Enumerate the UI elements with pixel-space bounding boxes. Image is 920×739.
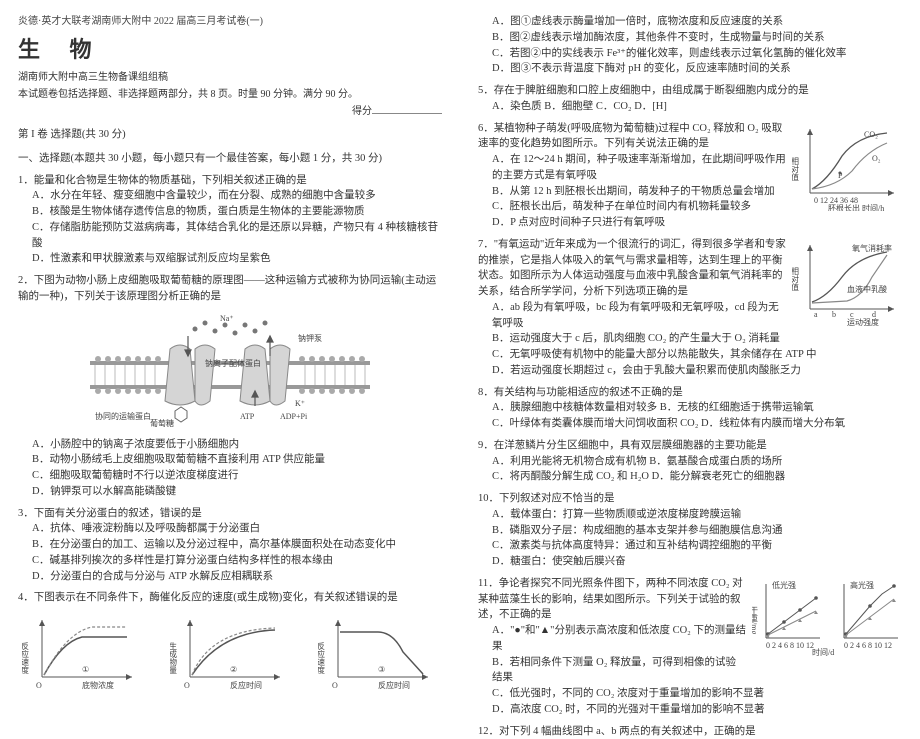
section-1-sub: 一、选择题(本题共 30 小题，每小题只有一个最佳答案，每小题 1 分，共 30… <box>18 151 442 167</box>
q5-opts: A．染色质 B．细胞壁 C．CO₂ D．[H] <box>478 99 902 115</box>
svg-text:反应时间: 反应时间 <box>378 680 410 690</box>
q1-a: A．水分在年轻、瘦变细胞中含量较少，而在分裂、成熟的细胞中含量较多 <box>18 188 442 204</box>
left-column: 炎德·英才大联考湖南师大附中 2022 届高三月考试卷(一) 生 物 湖南师大附… <box>0 0 460 651</box>
q3: 3．下面有关分泌蛋白的叙述，错误的是 <box>18 506 442 522</box>
sodium-pump-icon <box>240 345 290 405</box>
na-label: Na⁺ <box>220 314 234 323</box>
q6-graph: CO₂ O₂ P 相对值 0 12 24 36 48 时间/h 胚根长出 <box>792 121 902 217</box>
svg-text:生成物量: 生成物量 <box>170 641 178 674</box>
q1-c: C．存储脂肪能预防艾滋病病毒，其体结合乳化的是还原以异糖，产物只有 4 种核糖核… <box>18 220 442 252</box>
pump-label: 钠钾泵 <box>298 333 322 343</box>
right-column: A．图①虚线表示酶量增加一倍时，底物浓度和反应速度的关系 B．图②虚线表示增加酶… <box>460 0 920 651</box>
glucose-icon <box>175 407 187 422</box>
q3-b: B．在分泌蛋白的加工、运输以及分泌过程中，高尔基体膜面积处在动态变化中 <box>18 537 442 553</box>
q8: 8．有关结构与功能相适应的叙述不正确的是 <box>478 385 902 401</box>
q9-cd: C．将丙酮酸分解生成 CO₂ 和 H₂O D．能分解衰老死亡的细胞器 <box>478 469 902 485</box>
q10-c: C．激素类与抗体高度特异：通过和互补结构调控细胞的平衡 <box>478 538 902 554</box>
subject-title: 生 物 <box>18 33 442 66</box>
svg-text:O: O <box>36 681 42 690</box>
q10: 10．下列叙述对应不恰当的是 <box>478 491 902 507</box>
q4: 4．下图表示在不同条件下，酶催化反应的速度(或生成物)变化，有关叙述错误的是 <box>18 590 442 606</box>
q1-d: D．性激素和甲状腺激素与双缩脲试剂反应均呈紫色 <box>18 251 442 267</box>
atp-label: ATP <box>240 412 255 421</box>
q5: 5．存在于脾脏细胞和口腔上皮细胞中，由组成属于断裂细胞内成分的是 <box>478 83 902 99</box>
q7-b: B．运动强度大于 c 后，肌肉细胞 CO₂ 的产生量大于 O₂ 消耗量 <box>478 331 902 347</box>
adp-label: ADP+Pi <box>280 412 308 421</box>
q7-c: C．无氧呼吸使有机物中的能量大部分以热能散失，其余储存在 ATP 中 <box>478 347 902 363</box>
svg-text:反应速度: 反应速度 <box>22 641 30 675</box>
svg-text:血液中乳酸: 血液中乳酸 <box>847 284 887 294</box>
graph-3-icon: 反应速度 反应时间 O ③ <box>318 612 438 692</box>
q2-a: A．小肠腔中的钠离子浓度要低于小肠细胞内 <box>18 437 442 453</box>
svg-text:a: a <box>814 310 818 319</box>
exam-header: 炎德·英才大联考湖南师大附中 2022 届高三月考试卷(一) <box>18 14 442 29</box>
svg-text:0 2 4 6 8 10 12: 0 2 4 6 8 10 12 <box>766 641 814 650</box>
q11-c: C．低光强时，不同的 CO₂ 浓度对于重量增加的影响不显著 <box>478 686 902 702</box>
svg-text:O: O <box>184 681 190 690</box>
score-line: 得分 <box>18 104 442 119</box>
q3-a: A．抗体、唾液淀粉酶以及呼吸酶都属于分泌蛋白 <box>18 521 442 537</box>
graph-1-icon: 反应速度 底物浓度 O ① <box>22 612 142 692</box>
svg-text:时间/d: 时间/d <box>812 647 834 656</box>
cotransporter-icon <box>165 345 215 405</box>
q9: 9．在洋葱鳞片分生区细胞中，具有双层膜细胞器的主要功能是 <box>478 438 902 454</box>
q9-ab: A．利用光能将无机物合成有机物 B．氨基酸合成蛋白质的场所 <box>478 454 902 470</box>
svg-text:高光强: 高光强 <box>850 580 874 590</box>
svg-text:CO₂: CO₂ <box>864 130 878 139</box>
glucose-label: 葡萄糖 <box>150 418 174 428</box>
section-1-title: 第 I 卷 选择题(共 30 分) <box>18 127 442 143</box>
svg-text:②: ② <box>230 665 237 674</box>
svg-text:O: O <box>332 681 338 690</box>
score-label: 得分 <box>352 106 372 117</box>
svg-text:胚根长出: 胚根长出 <box>828 203 860 211</box>
q11-d: D．高浓度 CO₂ 时，不同的光强对干重量增加的影响不显著 <box>478 702 902 718</box>
q4-d: D．图③不表示背温度下酶对 pH 的变化，反应速率随时间的关系 <box>478 61 902 77</box>
svg-text:低光强: 低光强 <box>772 580 796 590</box>
svg-text:时间/h: 时间/h <box>862 203 884 211</box>
svg-text:相对值: 相对值 <box>792 156 800 182</box>
cotrans-label: 协同的运输蛋白 <box>95 411 151 421</box>
q3-d: D．分泌蛋白的合成与分泌与 ATP 水解反应相耦联系 <box>18 569 442 585</box>
q7-d: D．若运动强度长期超过 c，会由于乳酸大量积累而使肌肉酸胀乏力 <box>478 363 902 379</box>
q10-a: A．载体蛋白：打算一些物质顺或逆浓度梯度跨膜运输 <box>478 507 902 523</box>
svg-text:相对值: 相对值 <box>792 266 800 292</box>
svg-text:底物浓度: 底物浓度 <box>82 680 114 690</box>
graph-2-icon: 生成物量 反应时间 O ② <box>170 612 290 692</box>
q8-ab: A．胰腺细胞中核糖体数量相对较多 B．无核的红细胞适于携带运输氧 <box>478 400 902 416</box>
svg-text:b: b <box>832 310 836 319</box>
q4-b: B．图②虚线表示增加酶浓度，其他条件不变时，生成物量与时间的关系 <box>478 30 902 46</box>
q2-d: D．钠钾泵可以水解高能磷酸键 <box>18 484 442 500</box>
subtitle: 湖南师大附中高三生物备课组组稿 <box>18 70 442 85</box>
svg-text:反应时间: 反应时间 <box>230 680 262 690</box>
svg-text:①: ① <box>82 665 89 674</box>
q2: 2．下图为动物小肠上皮细胞吸取葡萄糖的原理图——这种运输方式被称为协同运输(主动… <box>18 273 442 305</box>
carrier-label: 钠离子配体蛋白 <box>205 358 261 368</box>
q3-c: C．碱基排列挨次的多样性是打算分泌蛋白结构多样性的根本缘由 <box>18 553 442 569</box>
svg-text:干重/mg: 干重/mg <box>752 606 759 634</box>
exam-info: 本试题卷包括选择题、非选择题两部分，共 8 页。时量 90 分钟。满分 90 分… <box>18 87 442 102</box>
svg-text:氧气消耗率: 氧气消耗率 <box>852 243 892 253</box>
svg-text:③: ③ <box>378 665 385 674</box>
svg-text:O₂: O₂ <box>872 154 881 163</box>
svg-text:反应速度: 反应速度 <box>318 641 326 675</box>
q2-c: C．细胞吸取葡萄糖时不行以逆浓度梯度进行 <box>18 468 442 484</box>
q4-graphs: 反应速度 底物浓度 O ① 生成物量 反应时间 O ② 反应速度 反应时间 O <box>22 612 438 692</box>
q2-b: B．动物小肠绒毛上皮细胞吸取葡萄糖不直接利用 ATP 供应能量 <box>18 452 442 468</box>
q12: 12．对下列 4 幅曲线图中 a、b 两点的有关叙述中，正确的是 <box>478 724 902 739</box>
svg-text:运动强度: 运动强度 <box>847 317 879 327</box>
q1: 1．能量和化合物是生物体的物质基础，下列相关叙述正确的是 <box>18 173 442 189</box>
q4-c: C．若图②中的实线表示 Fe³⁺的催化效率，则虚线表示过氧化氢酶的催化效率 <box>478 46 902 62</box>
q10-b: B．磷脂双分子层：构成细胞的基本支架并参与细胞膜信息沟通 <box>478 523 902 539</box>
q8-cd: C．叶绿体有类囊体膜而增大问饲收面积 CO₂ D．线粒体有内膜而增大分布氧 <box>478 416 902 432</box>
q7-graph: a b c d 相对值 氧气消耗率 血液中乳酸 运动强度 <box>792 237 902 333</box>
q11-graph: 低光强 0 2 4 6 8 10 12 高光强 0 2 4 6 8 <box>752 576 902 662</box>
q10-d: D．糖蛋白：使突触后膜兴奋 <box>478 554 902 570</box>
q1-b: B．核酸是生物体储存遗传信息的物质，蛋白质是生物体的主要能源物质 <box>18 204 442 220</box>
score-blank <box>372 113 442 114</box>
q4-a: A．图①虚线表示酶量增加一倍时，底物浓度和反应速度的关系 <box>478 14 902 30</box>
q2-figure: Na⁺ 钠钾泵 钠离子配体蛋白 葡萄糖 ATP ADP+Pi K⁺ 协同的运输蛋… <box>18 311 442 431</box>
k-label: K⁺ <box>295 399 305 408</box>
svg-text:0 2 4 6 8 10 12: 0 2 4 6 8 10 12 <box>844 641 892 650</box>
q6-d: D．P 点对应时间种子只进行有氧呼吸 <box>478 215 902 231</box>
